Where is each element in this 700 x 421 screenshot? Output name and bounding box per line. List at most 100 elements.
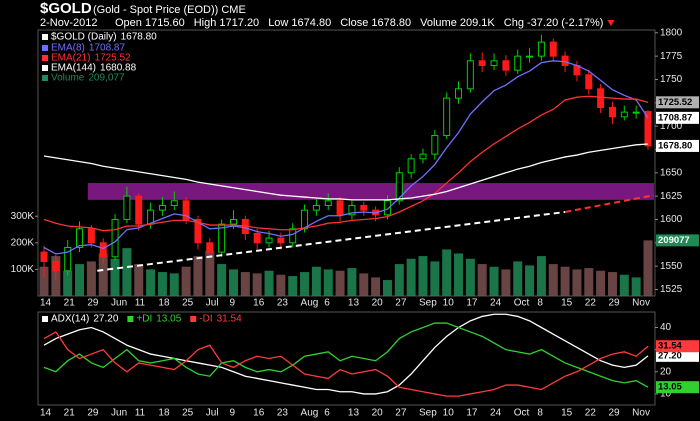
- candle-body: [561, 55, 569, 66]
- legend-swatch: [190, 316, 197, 322]
- volume-bar: [501, 269, 511, 296]
- price-tag-label: 1708.87: [658, 112, 692, 123]
- trendline: [564, 194, 655, 213]
- price-tag: [656, 340, 699, 353]
- candle-body: [395, 172, 403, 202]
- volume-bar: [465, 258, 475, 296]
- candle-body: [229, 218, 237, 225]
- symbol: $GOLD: [40, 0, 92, 17]
- x-tick-label: Jul: [206, 298, 219, 309]
- volume-bar: [205, 250, 215, 296]
- volume-bar: [75, 264, 85, 296]
- candle-body: [466, 60, 474, 90]
- volume-bar: [430, 261, 440, 296]
- volume-bar: [110, 258, 120, 296]
- candle-body: [585, 74, 593, 90]
- adx-legend-value: 31.54: [217, 314, 242, 325]
- header-stat: Open 1715.60: [115, 17, 185, 29]
- volume-bar: [382, 280, 392, 296]
- volume-bar: [572, 269, 582, 296]
- candle-body: [407, 158, 415, 174]
- legend-entry-value: 1725.52: [94, 53, 131, 64]
- x-tick-label: Jun: [111, 408, 127, 419]
- candle-body: [170, 200, 178, 206]
- legend-swatch: [42, 34, 48, 40]
- volume-bar: [394, 264, 404, 296]
- line-series: [43, 95, 649, 232]
- candle-body: [502, 60, 510, 71]
- volume-bar: [347, 268, 357, 296]
- volume-bar: [157, 272, 167, 296]
- legend-entry: EMA(21): [51, 53, 90, 64]
- volume-bar: [536, 256, 546, 296]
- legend-entry: EMA(144): [51, 63, 96, 74]
- price-tag: [656, 349, 699, 362]
- line-series: [43, 322, 649, 388]
- x-tick-label: 11: [135, 408, 146, 419]
- candle-body: [40, 251, 48, 262]
- line-series: [43, 331, 649, 397]
- x-tick-label: 17: [466, 298, 478, 309]
- candle-body: [514, 55, 522, 71]
- volume-bar: [418, 256, 428, 296]
- header-stat: Low 1674.80: [268, 17, 331, 29]
- candle-body: [644, 111, 652, 147]
- y-tick-label: 1550: [660, 261, 683, 272]
- candle-body: [277, 237, 285, 244]
- candle-body: [135, 195, 143, 225]
- price-tag: [656, 234, 699, 247]
- candle-body: [158, 204, 166, 211]
- volume-bar: [39, 266, 49, 296]
- x-tick-label: 16: [253, 408, 265, 419]
- volume-bar: [228, 269, 238, 296]
- x-tick-label: 10: [443, 298, 455, 309]
- header-stat: Chg -37.20 (-2.17%): [504, 17, 604, 29]
- candle-body: [620, 111, 628, 118]
- x-tick-label: 24: [490, 298, 502, 309]
- trendline: [97, 211, 566, 272]
- volume-bar: [86, 261, 96, 296]
- candle-body: [383, 200, 391, 216]
- y-tick-label: 1600: [660, 214, 683, 225]
- candle-body: [348, 204, 356, 216]
- candle-body: [76, 228, 84, 248]
- price-tag: [656, 139, 699, 152]
- volume-bar: [300, 272, 310, 296]
- x-tick-label: 24: [490, 408, 502, 419]
- volume-bar: [619, 274, 629, 296]
- volume-bar: [607, 272, 617, 296]
- legend-entry-value: 1708.87: [89, 43, 126, 54]
- x-tick-label: 29: [608, 408, 620, 419]
- y-tick-label: 1700: [660, 121, 683, 132]
- candle-body: [206, 242, 214, 253]
- volume-bar: [489, 266, 499, 296]
- volume-bar: [264, 270, 274, 296]
- volume-bar: [525, 265, 535, 296]
- description: (Gold - Spot Price (EOD)) CME: [93, 4, 246, 16]
- candle-body: [549, 41, 557, 57]
- x-tick-label: 25: [182, 408, 194, 419]
- header-stat: Close 1678.80: [340, 17, 411, 29]
- volume-bar: [359, 273, 369, 296]
- legend-price-value: 1678.80: [121, 32, 158, 43]
- candle-body: [312, 204, 320, 211]
- volume-bar: [442, 249, 452, 296]
- x-tick-label: 13: [348, 298, 360, 309]
- x-tick-label: 16: [253, 298, 265, 309]
- line-series: [43, 313, 649, 395]
- adx-legend: ADX(14): [51, 314, 89, 325]
- header-stat: High 1717.20: [194, 17, 259, 29]
- x-tick-label: 8: [537, 298, 543, 309]
- volume-bar: [181, 266, 191, 296]
- line-series: [43, 143, 649, 201]
- x-tick-label: 29: [608, 298, 620, 309]
- x-tick-label: 22: [585, 408, 597, 419]
- legend-swatch: [42, 65, 48, 71]
- candle-body: [597, 88, 605, 108]
- price-tag: [656, 111, 699, 124]
- legend-swatch: [127, 316, 134, 322]
- x-tick-label: 17: [466, 408, 478, 419]
- candle-body: [455, 88, 463, 99]
- adx-legend: -DI: [199, 314, 212, 325]
- volume-bar: [240, 272, 250, 296]
